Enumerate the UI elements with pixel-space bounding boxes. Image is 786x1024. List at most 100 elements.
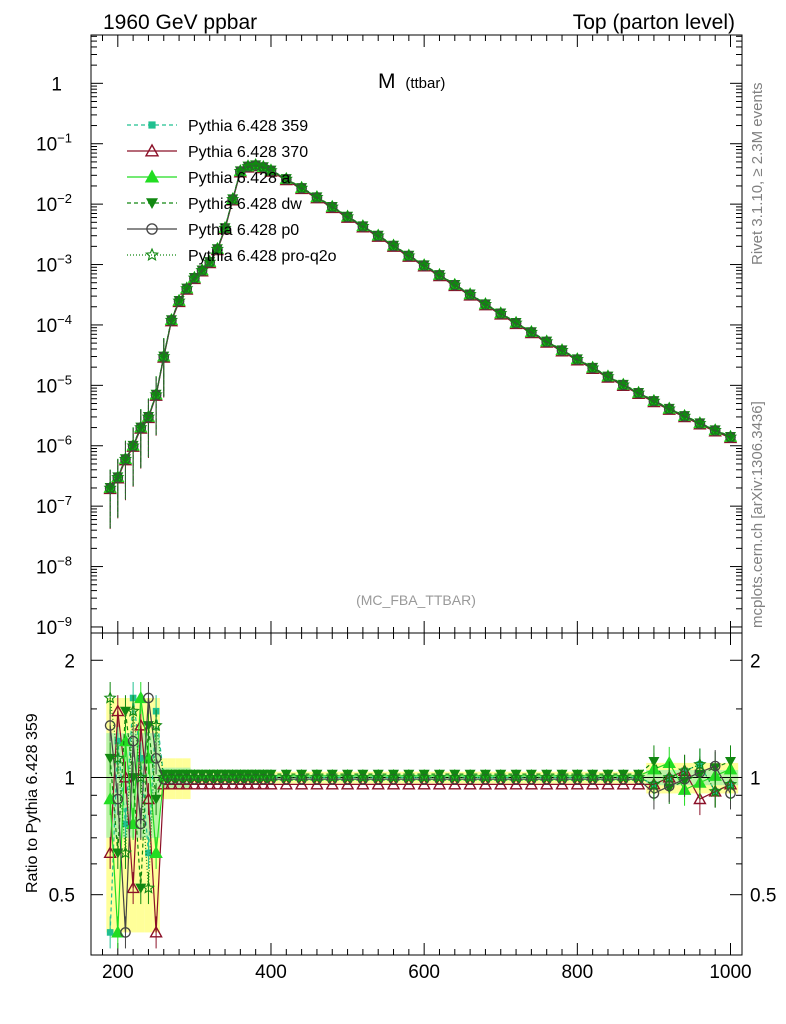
mcplots-credit-label: mcplots.cern.ch [arXiv:1306.3436] (749, 401, 766, 628)
ratio-line (109, 697, 731, 933)
data-point (708, 423, 722, 436)
ratio-point (632, 770, 646, 784)
ratio-point (180, 777, 194, 790)
data-point (210, 242, 224, 255)
ratio-point (448, 770, 462, 784)
ratio-point (494, 777, 508, 790)
data-point (478, 297, 493, 310)
ratio-point (143, 692, 154, 704)
data-point (310, 190, 324, 203)
data-point (386, 238, 401, 252)
data-point (141, 409, 156, 423)
ratio-point (357, 773, 369, 785)
chart-title-sub: (ttbar) (405, 75, 445, 92)
data-point (164, 313, 179, 326)
ratio-point (150, 752, 162, 764)
header-left: 1960 GeV ppbar (103, 11, 257, 34)
data-point (103, 481, 117, 494)
ratio-point (164, 777, 179, 790)
legend-entry: Pythia 6.428 dw (127, 196, 302, 213)
ratio-point (448, 777, 462, 790)
y-tick-label: 10−8 (36, 554, 72, 579)
ratio-point (647, 777, 661, 790)
ratio-point (187, 777, 202, 790)
ratio-point (218, 777, 232, 790)
ratio-point (280, 773, 292, 785)
x-tick-label: 600 (408, 962, 440, 983)
data-point (402, 248, 416, 262)
data-point (540, 334, 554, 348)
ratio-point (149, 846, 163, 859)
data-point (616, 377, 630, 391)
ratio-point (112, 793, 124, 805)
ratio-point (150, 794, 162, 805)
ratio-point (555, 777, 569, 790)
ratio-point (388, 773, 399, 785)
ratio-point (449, 773, 461, 785)
data-point (417, 258, 431, 271)
data-point (340, 209, 355, 223)
ratio-point (509, 777, 523, 790)
ratio-point (342, 773, 353, 785)
ratio-point (495, 773, 507, 785)
ratio-series-4 (104, 682, 736, 949)
data-point (187, 271, 201, 284)
y-tick-label: 10−4 (36, 312, 72, 337)
ratio-series-0 (106, 682, 734, 949)
ratio-point (203, 777, 217, 790)
legend-marker (144, 247, 160, 262)
ratio-point (723, 777, 738, 790)
ratio-point (279, 777, 293, 790)
ratio-point (295, 770, 309, 784)
data-point (264, 163, 278, 177)
data-point (325, 199, 339, 213)
legend-marker (146, 198, 158, 209)
data-point (233, 164, 247, 177)
data-point (509, 315, 523, 329)
legend-marker (144, 143, 160, 157)
ratio-point (264, 770, 278, 784)
ratio-tick-label: 0.5 (49, 886, 75, 907)
ratio-point (137, 755, 145, 762)
data-point (632, 385, 646, 399)
y-tick-label: 10−5 (36, 372, 72, 397)
ratio-curves (103, 682, 738, 949)
data-point (180, 281, 194, 295)
ratio-point (326, 773, 338, 785)
ratio-point (356, 777, 370, 790)
series-line (109, 164, 731, 489)
chart-title: M (ttbar) (378, 70, 445, 93)
data-point (570, 352, 584, 365)
data-point (662, 401, 676, 415)
data-point (279, 172, 293, 185)
ratio-point (296, 773, 307, 785)
ratio-point (602, 773, 614, 785)
legend-marker (146, 223, 158, 235)
ratio-point (120, 927, 131, 938)
ratio-point (586, 770, 600, 784)
data-point (126, 438, 140, 452)
legend-label: Pythia 6.428 a (188, 170, 290, 187)
ratio-tick-label-right: 0.5 (750, 886, 776, 907)
y-tick-label: 10−1 (36, 131, 72, 156)
data-point (432, 268, 447, 281)
y-tick-label: 10−7 (36, 493, 72, 518)
ratio-tick-label-right: 2 (750, 651, 761, 672)
ratio-point (126, 881, 140, 894)
ratio-point (524, 777, 539, 790)
data-point (601, 369, 615, 383)
axis-ticks: 200 400 600 800 1000 1 10−1 10−2 10−3 10−4 10−5 10−… (36, 35, 776, 983)
legend-label: Pythia 6.428 370 (188, 144, 308, 161)
legend-label: Pythia 6.428 dw (188, 196, 302, 213)
ratio-point (709, 760, 721, 772)
legend-entry: Pythia 6.428 359 (127, 118, 308, 135)
ratio-point (114, 737, 122, 745)
ratio-point (195, 777, 209, 790)
ratio-uncertainty-bands (91, 698, 742, 933)
data-point (195, 263, 209, 276)
ratio-point (617, 773, 629, 785)
data-point (295, 181, 309, 194)
legend-marker (144, 169, 160, 183)
data-point (494, 306, 508, 320)
data-point (723, 429, 738, 443)
